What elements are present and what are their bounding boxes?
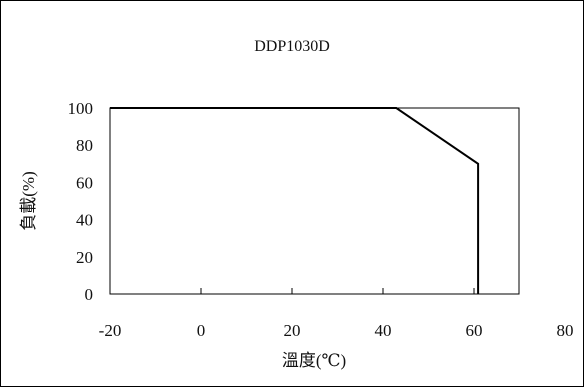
y-tick-label-20: 20: [76, 248, 93, 267]
series-group: [110, 107, 480, 294]
x-tick-label-0: 0: [197, 321, 206, 340]
y-tick-label-0: 0: [85, 285, 94, 304]
y-tick-label-60: 60: [76, 173, 93, 192]
x-tick-label-20: 20: [284, 321, 301, 340]
y-tick-label-80: 80: [76, 136, 93, 155]
y-axis-label: 負載(%): [19, 171, 38, 230]
chart-title: DDP1030D: [254, 38, 330, 55]
x-tick-label-m20: -20: [99, 321, 122, 340]
y-tick-label-40: 40: [76, 211, 93, 230]
x-tick-label-60: 60: [466, 321, 483, 340]
series-line-1: [110, 107, 480, 294]
y-tick-label-100: 100: [68, 99, 94, 118]
x-tick-label-80: 80: [557, 321, 574, 340]
x-tick-label-40: 40: [375, 321, 392, 340]
plot-area: [109, 107, 520, 295]
x-axis-label: 溫度(℃): [282, 351, 346, 370]
x-axis-ticks: -20 0 20 40 60 80: [99, 288, 574, 340]
y-axis-ticks: 0 20 40 60 80 100: [68, 99, 94, 304]
